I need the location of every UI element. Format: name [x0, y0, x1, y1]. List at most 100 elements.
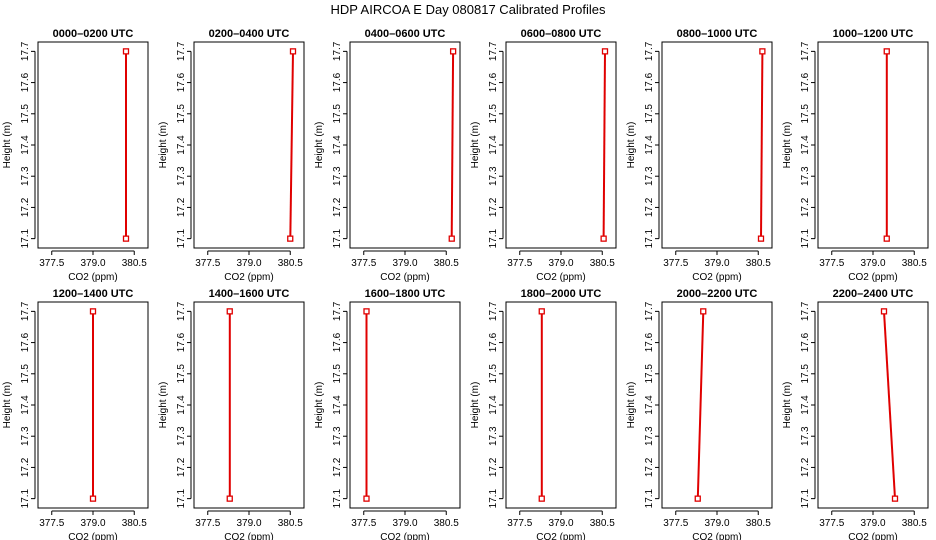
x-tick-label: 377.5 — [351, 518, 376, 529]
x-tick-label: 379.0 — [236, 258, 261, 269]
y-tick-label: 17.2 — [644, 457, 655, 477]
y-tick-label: 17.5 — [800, 104, 811, 124]
profile-panel: 1800–2000 UTC 377.5 379.0 380.5 CO2 (ppm) 17.… — [470, 288, 617, 540]
y-tick-label: 17.3 — [332, 426, 343, 446]
y-tick-label: 17.3 — [176, 166, 187, 186]
profile-point — [289, 48, 297, 55]
y-tick-label: 17.7 — [20, 301, 31, 321]
x-tick-label: 379.0 — [860, 258, 885, 269]
profile-point — [538, 495, 545, 502]
plot-frame — [817, 41, 929, 249]
profile-point — [759, 48, 766, 55]
x-tick-label: 380.5 — [746, 518, 771, 529]
profile-point — [700, 308, 707, 315]
y-tick-label: 17.7 — [644, 301, 655, 321]
plot-frame — [37, 41, 149, 249]
x-axis-label: CO2 (ppm) — [536, 272, 585, 283]
y-tick-label: 17.6 — [800, 72, 811, 92]
profile-point — [89, 495, 97, 502]
x-axis-label: CO2 (ppm) — [692, 272, 741, 283]
y-tick-label: 17.1 — [332, 488, 343, 508]
x-axis-label: CO2 (ppm) — [68, 532, 117, 540]
profile-point — [122, 48, 130, 55]
panel-title: 0200–0400 UTC — [209, 28, 290, 40]
panel-title: 0000–0200 UTC — [53, 28, 134, 40]
y-tick-label: 17.2 — [20, 197, 31, 217]
profile-line — [289, 51, 294, 239]
y-tick-label: 17.3 — [644, 426, 655, 446]
y-tick-label: 17.7 — [488, 41, 499, 61]
profile-panel: 0200–0400 UTC 377.5 379.0 380.5 CO2 (ppm) 17.… — [158, 28, 305, 283]
plot-frame — [505, 301, 617, 509]
y-axis-label: Height (m) — [782, 382, 793, 429]
profile-point — [883, 235, 890, 242]
profile-point — [449, 48, 457, 55]
y-axis-label: Height (m) — [2, 122, 13, 169]
x-axis-label: CO2 (ppm) — [224, 272, 273, 283]
profile-panel: 0000–0200 UTC 377.5 379.0 380.5 CO2 (ppm) 17.… — [2, 28, 149, 283]
plot-frame — [661, 41, 773, 249]
x-axis-label: CO2 (ppm) — [692, 532, 741, 540]
x-tick-label: 377.5 — [195, 258, 220, 269]
y-tick-label: 17.6 — [332, 72, 343, 92]
x-axis-label: CO2 (ppm) — [380, 272, 429, 283]
y-tick-label: 17.1 — [800, 228, 811, 248]
profile-point — [880, 308, 888, 315]
x-tick-label: 377.5 — [819, 258, 844, 269]
x-axis-label: CO2 (ppm) — [380, 532, 429, 540]
profile-line — [883, 311, 896, 499]
x-axis-label: CO2 (ppm) — [848, 272, 897, 283]
y-tick-label: 17.1 — [176, 488, 187, 508]
profile-point — [757, 235, 765, 242]
y-tick-label: 17.7 — [176, 41, 187, 61]
x-tick-label: 377.5 — [195, 518, 220, 529]
panel-title: 1800–2000 UTC — [521, 288, 602, 300]
x-tick-label: 377.5 — [39, 258, 64, 269]
profile-panel: 2200–2400 UTC 377.5 379.0 380.5 CO2 (ppm) 17.… — [782, 288, 929, 540]
x-tick-label: 379.0 — [392, 518, 417, 529]
y-tick-label: 17.5 — [644, 364, 655, 384]
plot-frame — [193, 41, 305, 249]
x-tick-label: 379.0 — [548, 518, 573, 529]
x-axis-label: CO2 (ppm) — [536, 532, 585, 540]
y-tick-label: 17.5 — [488, 104, 499, 124]
profile-point — [600, 235, 607, 242]
y-tick-label: 17.5 — [20, 104, 31, 124]
panel-title: 0600–0800 UTC — [521, 28, 602, 40]
x-tick-label: 380.5 — [278, 258, 303, 269]
y-tick-label: 17.5 — [488, 364, 499, 384]
x-tick-label: 379.0 — [80, 518, 105, 529]
y-tick-label: 17.1 — [488, 228, 499, 248]
profile-point — [226, 308, 233, 315]
y-tick-label: 17.5 — [332, 104, 343, 124]
x-tick-label: 377.5 — [507, 258, 532, 269]
profile-panel: 0400–0600 UTC 377.5 379.0 380.5 CO2 (ppm) 17.… — [314, 28, 461, 283]
profile-point — [601, 48, 609, 55]
x-tick-label: 377.5 — [507, 518, 532, 529]
x-tick-label: 380.5 — [122, 258, 147, 269]
profile-point — [891, 495, 899, 502]
y-tick-label: 17.1 — [20, 488, 31, 508]
y-tick-label: 17.6 — [800, 332, 811, 352]
x-axis-label: CO2 (ppm) — [224, 532, 273, 540]
profile-line — [450, 51, 455, 239]
profile-line — [696, 311, 705, 499]
page-title: HDP AIRCOA E Day 080817 Calibrated Profi… — [330, 2, 606, 17]
y-tick-label: 17.7 — [488, 301, 499, 321]
y-tick-label: 17.1 — [488, 488, 499, 508]
y-tick-label: 17.7 — [332, 41, 343, 61]
y-axis-label: Height (m) — [470, 382, 481, 429]
y-tick-label: 17.3 — [332, 166, 343, 186]
y-tick-label: 17.3 — [488, 166, 499, 186]
profile-point — [883, 48, 890, 55]
y-tick-label: 17.2 — [644, 197, 655, 217]
profile-point — [226, 495, 233, 502]
y-tick-label: 17.1 — [644, 488, 655, 508]
x-tick-label: 380.5 — [746, 258, 771, 269]
y-axis-label: Height (m) — [2, 382, 13, 429]
x-tick-label: 377.5 — [663, 258, 688, 269]
y-tick-label: 17.6 — [176, 332, 187, 352]
x-tick-label: 377.5 — [39, 518, 64, 529]
y-tick-label: 17.5 — [176, 364, 187, 384]
